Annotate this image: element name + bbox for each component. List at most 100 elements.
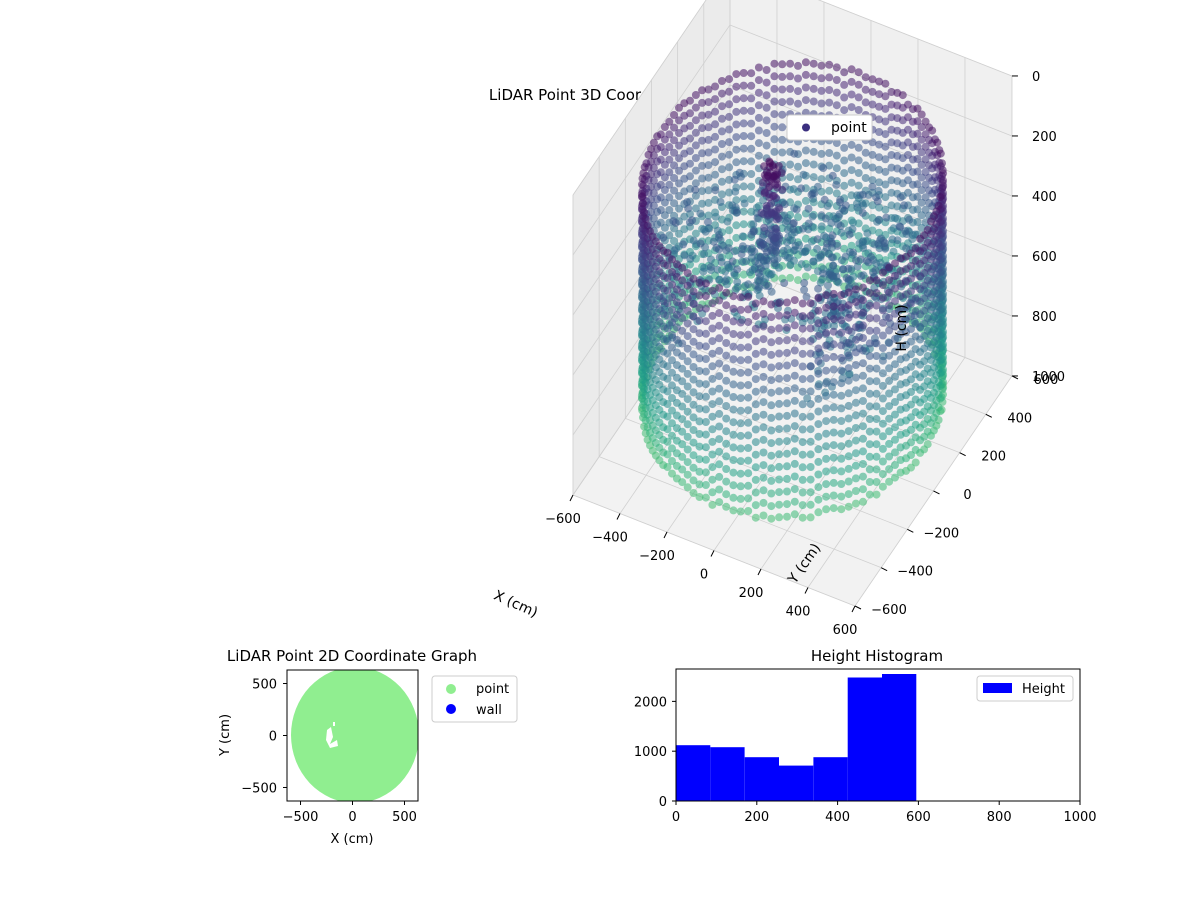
lidar-point-3d [695,430,704,438]
lidar-point-3d [896,405,905,414]
lidar-point-3d [725,226,734,235]
lidar-point-3d [851,335,860,344]
lidar-point-3d [837,291,846,299]
lidar-point-3d [928,126,937,135]
lidar-point-3d [715,409,724,418]
lidar-point-3d [887,125,896,134]
lidar-point-3d [663,374,672,383]
lidar-point-3d [806,488,815,497]
lidar-point-3d [701,430,710,439]
lidar-point-3d [701,392,710,401]
lidar-point-3d [865,339,874,348]
lidar-point-3d [698,161,707,170]
lidar-point-3d [822,233,831,242]
lidar-point-3d [828,231,837,240]
y-tick-mark-3d [985,413,993,418]
lidar-point-3d [798,513,807,522]
lidar-point-3d [695,304,704,312]
histogram-bar [676,745,711,801]
lidar-point-3d [691,91,700,99]
lidar-point-3d [722,465,731,473]
lidar-point-3d [806,324,815,333]
lidar-point-3d [874,215,883,224]
lidar-point-3d [840,106,849,115]
lidar-point-3d [663,324,672,333]
lidar-point-3d [751,412,760,421]
lidar-point-3d [896,317,905,326]
axes-histogram-ticks: 0 200 400 600 800 1000 0 1000 2000 [634,695,1097,825]
lidar-point-3d [896,342,905,351]
lidar-point-3d [729,380,738,389]
lidar-point-3d [885,427,894,436]
lidar-point-3d [847,166,856,175]
lidar-point-3d [663,274,672,282]
lidar-point-3d [739,132,748,140]
plot-area-histogram [675,668,1081,802]
lidar-point-3d [725,175,734,184]
lidar-point-3d [755,291,764,300]
legend-2d-marker-point [446,684,456,694]
y-tick-mark-3d [880,567,888,572]
grid-back-z [817,0,1013,77]
lidar-point-3d [668,343,676,352]
lidar-point-3d [794,74,802,83]
lidar-point-3d [896,418,905,427]
lidar-point-3d [732,233,741,242]
lidar-point-3d [783,311,791,320]
lidar-point-3d [641,215,650,223]
lidar-point-3d [939,169,948,178]
lidar-point-3d [744,330,753,339]
lidar-point-3d [722,326,731,335]
lidar-point-3d [896,430,905,439]
lidar-point-3d [660,123,669,131]
y-tick-label-2d: −500 [241,781,277,796]
lidar-point-3d [708,437,717,446]
lidar-point-3d [759,360,768,369]
lidar-point-3d [881,193,890,202]
lidar-point-3d [747,132,756,141]
lidar-point-3d [859,397,867,405]
lidar-point-3d [844,338,853,347]
lidar-point-3d [806,387,815,396]
lidar-point-3d [891,347,899,356]
lidar-point-3d [747,94,756,103]
lidar-point-3d [872,402,881,411]
lidar-point-3d [678,452,687,461]
y-tick-label-hist: 0 [659,795,667,810]
lidar-point-3d [851,310,860,319]
lidar-point-3d [913,142,922,151]
x-tick-mark-3d [663,531,668,539]
lidar-point-3d [778,123,787,132]
lidar-point-3d [865,427,874,436]
lidar-point-3d [715,498,724,507]
lidar-point-3d [851,436,860,445]
x-tick-mark-3d [569,494,574,502]
lidar-point-3d [814,394,823,403]
y-tick-label-3d: −400 [897,565,933,580]
lidar-point-3d [765,177,774,186]
lidar-point-3d [927,217,935,226]
lidar-point-3d [732,95,741,104]
lidar-point-3d [691,116,700,125]
lidar-point-3d [780,279,789,287]
lidar-point-3d [775,488,784,497]
lidar-point-3d [837,492,846,501]
lidar-point-3d [683,344,692,353]
lidar-point-3d [715,334,724,343]
lidar-point-3d [825,186,834,195]
lidar-point-3d [670,246,679,255]
lidar-point-3d [668,381,676,390]
lidar-point-3d [775,437,784,446]
lidar-point-3d [905,215,914,224]
lidar-point-3d [854,156,863,165]
lidar-point-3d [775,362,784,371]
lidar-point-3d [700,250,709,258]
lidar-point-3d [691,185,700,194]
lidar-point-3d [794,175,802,184]
lidar-point-3d [754,126,763,135]
lidar-point-3d [759,448,768,457]
lidar-point-3d [767,514,776,523]
lidar-point-3d [670,174,678,182]
lidar-point-3d [852,256,860,265]
lidar-point-3d [751,501,760,510]
